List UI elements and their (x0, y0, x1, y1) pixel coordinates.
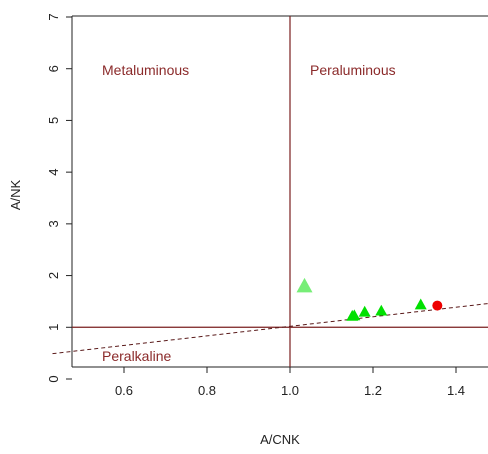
data-point-circle (432, 300, 443, 311)
y-tick-label: 7 (46, 13, 61, 20)
region-label: Peralkaline (102, 348, 171, 364)
data-point-triangle (414, 298, 427, 310)
x-tick-label: 0.8 (198, 383, 216, 398)
x-tick-label: 0.6 (115, 383, 133, 398)
region-label: Peraluminous (310, 62, 396, 78)
data-points (296, 277, 443, 321)
data-point-triangle (358, 305, 371, 317)
y-tick-label: 2 (46, 272, 61, 279)
y-tick-label: 1 (46, 324, 61, 331)
dashed-trend-line (52, 303, 488, 355)
data-point-triangle (348, 309, 361, 321)
region-label: Metaluminous (102, 62, 189, 78)
region-labels: Metaluminous Peraluminous Peralkaline (102, 62, 396, 364)
y-tick-label: 6 (46, 65, 61, 72)
y-axis-title: A/NK (8, 180, 23, 211)
x-tick-label: 1.2 (364, 383, 382, 398)
data-point-triangle (296, 277, 313, 293)
y-tick-label: 5 (46, 117, 61, 124)
reference-lines (52, 16, 488, 367)
x-axis: 0.6 0.8 1.0 1.2 1.4 (115, 367, 465, 398)
y-tick-label: 0 (46, 375, 61, 382)
y-axis: 0 1 2 3 4 5 6 7 (46, 13, 72, 383)
y-tick-label: 4 (46, 169, 61, 176)
x-axis-title: A/CNK (260, 432, 300, 447)
x-tick-label: 1.0 (281, 383, 299, 398)
x-tick-label: 1.4 (447, 383, 465, 398)
y-tick-label: 3 (46, 220, 61, 227)
data-point-triangle (375, 304, 388, 316)
